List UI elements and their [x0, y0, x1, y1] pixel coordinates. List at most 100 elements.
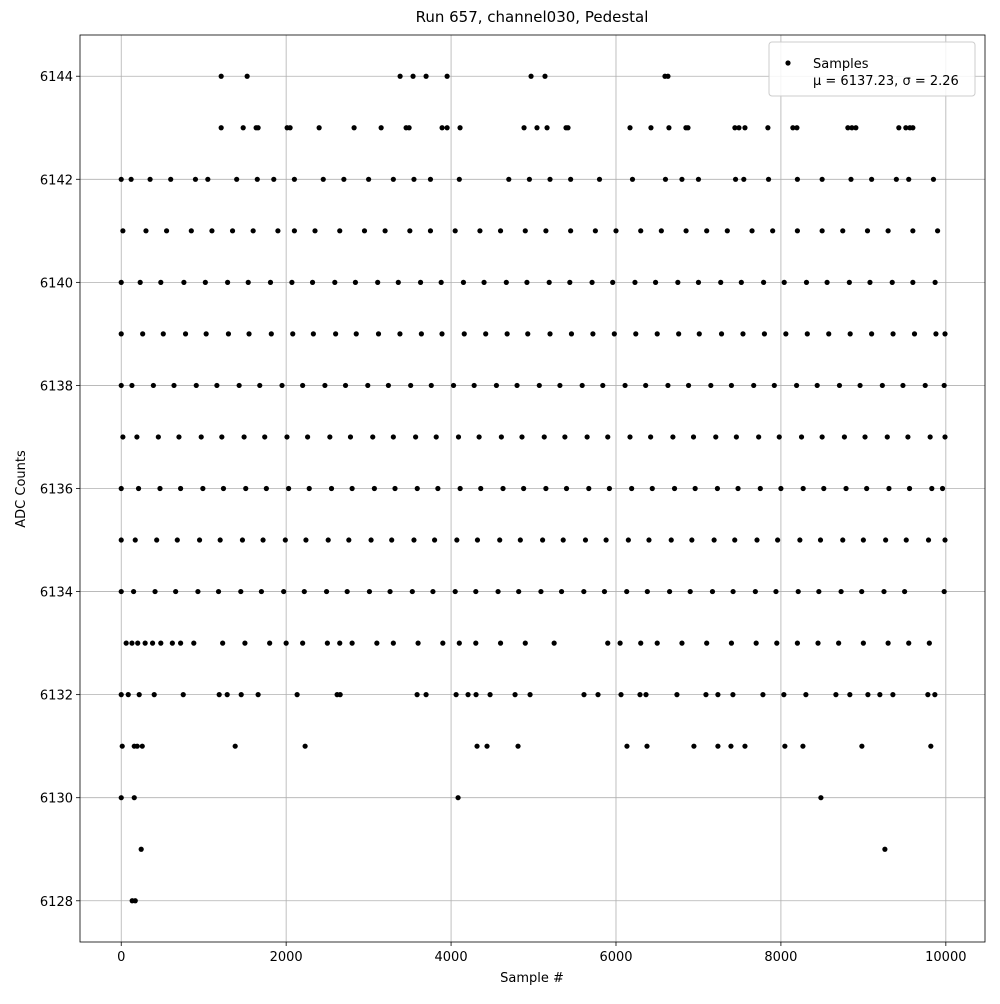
point: [790, 125, 796, 131]
point: [279, 382, 285, 389]
point: [515, 743, 521, 749]
x-tick-label: 4000: [435, 950, 468, 965]
point: [325, 537, 331, 543]
point: [906, 485, 913, 492]
point: [290, 331, 296, 337]
point: [817, 537, 824, 543]
point: [611, 331, 617, 337]
point: [765, 176, 772, 182]
point: [775, 537, 781, 543]
point: [625, 537, 631, 543]
point: [415, 640, 421, 646]
point: [453, 692, 459, 698]
point: [219, 434, 225, 440]
point: [389, 537, 395, 543]
point: [244, 73, 250, 79]
point: [942, 331, 948, 337]
point: [568, 176, 574, 182]
point: [118, 795, 124, 801]
point: [191, 640, 197, 646]
point: [428, 382, 434, 389]
point: [847, 331, 853, 337]
legend-label: Samples: [813, 57, 869, 72]
point: [517, 537, 523, 543]
point: [525, 331, 531, 337]
point: [928, 743, 934, 749]
point: [374, 640, 380, 646]
point: [581, 588, 587, 595]
point: [200, 485, 206, 492]
point: [224, 692, 230, 698]
point: [147, 176, 153, 182]
point: [648, 125, 654, 131]
point: [670, 434, 676, 440]
point: [151, 692, 157, 698]
point: [366, 588, 373, 595]
point: [371, 485, 377, 492]
point: [474, 537, 481, 543]
point: [836, 382, 843, 389]
legend-box: [768, 41, 976, 97]
point: [648, 434, 654, 440]
point: [267, 279, 274, 285]
point: [160, 331, 166, 337]
point: [782, 743, 788, 749]
point: [423, 692, 429, 698]
point: [910, 279, 916, 285]
point: [382, 228, 388, 234]
point: [617, 640, 623, 646]
plot-frame: [79, 34, 986, 943]
point: [884, 434, 890, 440]
point: [773, 588, 779, 595]
point: [942, 434, 948, 440]
point: [410, 73, 416, 79]
point: [337, 228, 343, 234]
point: [869, 331, 875, 337]
point: [547, 331, 553, 337]
point: [435, 485, 441, 492]
point: [662, 176, 669, 182]
point: [387, 588, 393, 595]
point: [283, 640, 289, 646]
point: [849, 125, 855, 131]
point: [889, 279, 895, 285]
point: [557, 382, 563, 389]
point: [195, 588, 201, 595]
point: [665, 382, 671, 389]
point: [246, 331, 252, 337]
point: [803, 692, 809, 698]
point: [819, 176, 825, 182]
point: [883, 537, 889, 543]
point: [922, 382, 928, 389]
point: [134, 434, 140, 440]
point: [262, 434, 268, 440]
point: [800, 485, 806, 492]
point: [236, 382, 242, 389]
point: [941, 588, 947, 595]
point: [168, 176, 174, 182]
point: [163, 228, 170, 234]
point: [225, 279, 231, 285]
point: [135, 640, 141, 646]
point: [527, 692, 533, 698]
point: [123, 640, 129, 646]
point: [542, 73, 548, 79]
point: [139, 743, 145, 749]
point: [885, 640, 891, 646]
point: [431, 537, 438, 543]
point: [349, 485, 355, 492]
point: [478, 485, 484, 492]
point: [728, 640, 735, 646]
point: [349, 640, 355, 646]
point: [765, 125, 771, 131]
point: [174, 537, 180, 543]
point: [826, 331, 832, 337]
point: [840, 537, 846, 543]
point: [366, 176, 372, 182]
point: [254, 176, 260, 182]
point: [929, 485, 935, 492]
point: [695, 279, 702, 285]
point: [711, 537, 717, 543]
